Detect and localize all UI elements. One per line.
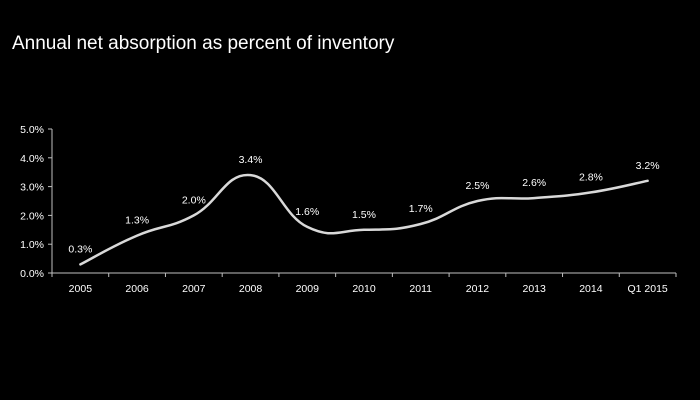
data-label: 2.0% — [182, 194, 206, 206]
y-tick-label: 4.0% — [20, 153, 44, 165]
data-label: 3.2% — [636, 160, 660, 172]
data-label: 2.5% — [465, 180, 489, 192]
x-tick-label: 2012 — [466, 283, 490, 295]
data-label: 0.3% — [68, 243, 92, 255]
chart-axes — [51, 129, 676, 274]
y-tick-label: 2.0% — [20, 210, 44, 222]
x-tick-label: 2011 — [409, 283, 432, 295]
series-line — [79, 173, 649, 266]
x-tick-label: Q1 2015 — [627, 283, 667, 295]
data-label: 1.5% — [352, 209, 376, 221]
series-line-group — [79, 173, 649, 266]
data-label: 2.6% — [522, 177, 546, 189]
y-axis-ticks: 0.0% 1.0% 2.0% 3.0% 4.0% 5.0% — [20, 124, 52, 280]
y-tick-label: 0.0% — [20, 268, 44, 280]
x-tick-label: 2008 — [239, 283, 263, 295]
x-tick-label: 2013 — [523, 283, 547, 295]
data-label: 3.4% — [239, 154, 263, 166]
x-tick-label: 2014 — [579, 283, 603, 295]
y-tick-label: 1.0% — [20, 239, 44, 251]
x-axis-ticks: 2005 2006 2007 2008 2009 2010 2011 2012 2013 2014… — [51, 273, 677, 295]
data-label: 1.6% — [295, 206, 319, 218]
x-tick-label: 2006 — [125, 283, 149, 295]
data-labels: 0.3% 1.3% 2.0% 3.4% 1.6% 1.5% 1.7% 2.5% 2.6% 2.8%… — [68, 154, 659, 255]
y-tick-label: 3.0% — [20, 182, 44, 194]
data-label: 1.7% — [409, 203, 433, 215]
data-label: 2.8% — [579, 171, 603, 183]
chart-title: Annual net absorption as percent of inve… — [12, 33, 395, 54]
x-tick-label: 2009 — [296, 283, 320, 295]
x-tick-label: 2005 — [69, 283, 93, 295]
x-tick-label: 2007 — [182, 283, 206, 295]
y-tick-label: 5.0% — [20, 124, 44, 136]
x-tick-label: 2010 — [352, 283, 376, 295]
data-label: 1.3% — [125, 215, 149, 227]
